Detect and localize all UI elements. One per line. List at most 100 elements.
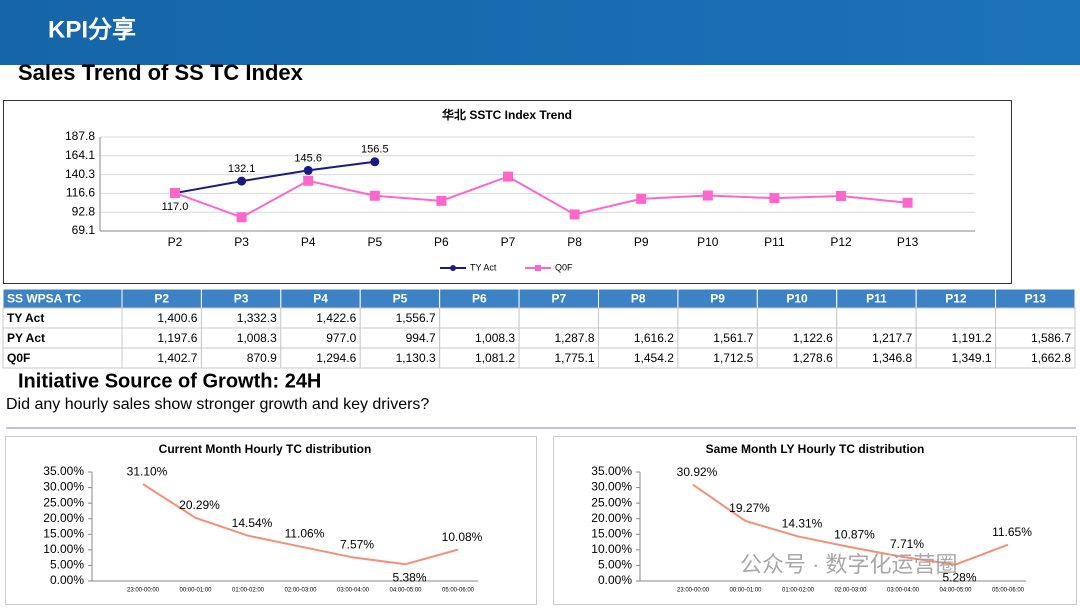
table-cell-text: 1,008.3 — [237, 331, 277, 345]
y-tick-label: 10.00% — [43, 542, 84, 556]
data-label: 11.65% — [992, 525, 1032, 539]
content: 华北 SSTC Index Trend 69.1 92.8 116.6 140.3 164… — [2, 107, 1076, 594]
y-tick-label: 5.00% — [50, 558, 84, 572]
table-header-text: P10 — [786, 292, 808, 306]
series-line — [174, 175, 908, 219]
x-tick-label: 23:00-00:00 — [127, 588, 160, 594]
point — [170, 187, 180, 198]
table-header-text: P11 — [866, 292, 887, 306]
data-label: 14.54% — [232, 516, 273, 530]
x-tick-label: 23:00-00:00 — [677, 588, 710, 594]
table-cell-text: 1,191.2 — [952, 331, 992, 345]
y-tick-label: 10.00% — [591, 542, 632, 556]
point — [769, 193, 780, 204]
section-subtitle: Did any hourly sales show stronger growt… — [6, 396, 429, 413]
table-header-text: P6 — [472, 292, 487, 306]
table-header-text: P8 — [631, 292, 646, 306]
table-cell — [915, 307, 997, 329]
point — [236, 212, 247, 223]
table-cell — [995, 307, 1076, 329]
y-tick-label: 25.00% — [43, 495, 84, 509]
x-tick-label: P7 — [501, 235, 516, 249]
table-cell-text: 1,081.2 — [475, 351, 515, 365]
table-header-text: P5 — [393, 292, 408, 306]
x-tick-label: 02:00-03:00 — [834, 588, 867, 594]
series-line — [142, 483, 459, 566]
y-tick-label: 15.00% — [43, 526, 84, 540]
table-cell-text: 977.0 — [326, 331, 356, 345]
table-cell — [439, 307, 520, 329]
table-header-text: P13 — [1025, 292, 1047, 306]
table-cell-text: 1,008.3 — [475, 331, 515, 345]
x-tick-label: 00:00-01:00 — [729, 588, 762, 594]
y-tick-label: 30.00% — [591, 480, 632, 494]
legend-label: TY Act — [470, 262, 497, 272]
table-cell — [995, 347, 1076, 369]
x-tick-label: 03:00-04:00 — [337, 588, 370, 594]
series-line — [174, 160, 375, 195]
y-tick-label: 187.8 — [65, 129, 95, 143]
chart-frame — [5, 436, 537, 605]
table-cell-text: 1,400.6 — [157, 311, 197, 325]
table-cell-text: 1,217.7 — [872, 331, 912, 345]
y-tick-label: 92.8 — [72, 204, 96, 218]
table-cell-text: 1,616.2 — [634, 331, 674, 345]
table-cell-text: 1,556.7 — [396, 311, 436, 325]
table-cell-text: 1,332.3 — [237, 311, 277, 325]
point — [503, 171, 513, 182]
y-tick-label: 116.6 — [66, 186, 95, 200]
point — [370, 157, 380, 167]
y-tick-label: 5.00% — [598, 558, 632, 572]
y-tick-label: 35.00% — [43, 464, 84, 478]
series-line — [692, 483, 1009, 566]
data-label: 10.87% — [834, 527, 875, 541]
y-tick-label: 30.00% — [43, 480, 84, 494]
y-tick-label: 69.1 — [72, 223, 96, 237]
y-tick-label: 25.00% — [591, 495, 632, 509]
x-tick-label: P13 — [897, 235, 919, 249]
table-cell-text: 1,662.8 — [1031, 351, 1071, 365]
x-tick-label: P12 — [830, 235, 852, 249]
y-tick-label: 0.00% — [50, 573, 84, 587]
table-cell-text: 1,586.7 — [1031, 331, 1071, 345]
table-cell-text: 1,294.6 — [316, 351, 356, 365]
table-cell — [518, 307, 599, 329]
data-label: 7.71% — [890, 537, 924, 551]
point — [636, 193, 647, 204]
x-tick-label: P8 — [567, 235, 582, 249]
point — [902, 197, 913, 208]
point — [369, 190, 380, 201]
x-tick-label: 00:00-01:00 — [179, 588, 212, 594]
table-cell-text: 994.7 — [406, 331, 436, 345]
data-label: 31.10% — [127, 464, 168, 478]
legend-label: Q0F — [555, 262, 573, 272]
y-tick-label: 20.00% — [43, 511, 84, 525]
y-tick-label: 20.00% — [591, 511, 632, 525]
y-tick-label: 15.00% — [591, 526, 632, 540]
section-title: Initiative Source of Growth: 24H — [18, 370, 321, 392]
y-tick-label: 35.00% — [591, 464, 632, 478]
legend-marker — [535, 265, 541, 271]
data-label: 14.31% — [782, 517, 823, 531]
x-tick-label: P6 — [434, 235, 449, 249]
data-label: 7.57% — [340, 538, 374, 552]
data-label: 20.29% — [179, 498, 220, 512]
table-row-label: TY Act — [7, 311, 44, 325]
point — [303, 165, 313, 175]
chart-frame — [3, 100, 1012, 284]
table-row-label: Q0F — [7, 351, 30, 365]
legend-marker — [450, 265, 456, 271]
table-row-label: PY Act — [7, 331, 45, 345]
x-tick-label: P2 — [168, 235, 183, 249]
data-label: 5.38% — [392, 570, 426, 584]
point — [702, 190, 713, 201]
table-cell-text: 1,422.6 — [316, 311, 356, 325]
table-header-text: SS WPSA TC — [7, 292, 82, 306]
data-label: 156.5 — [361, 144, 389, 156]
table-cell-text: 1,287.8 — [554, 331, 594, 345]
data-label: 117.0 — [162, 201, 189, 213]
x-tick-label: P9 — [634, 235, 649, 249]
table-cell-text: 1,775.1 — [554, 351, 594, 365]
